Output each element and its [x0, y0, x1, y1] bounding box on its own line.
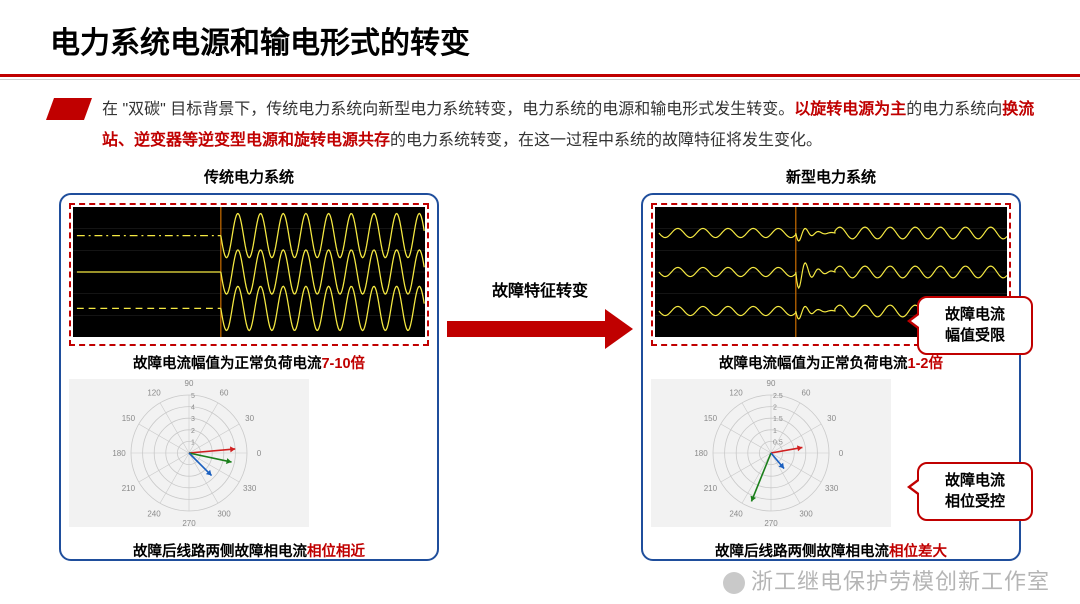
bullet-marker: [46, 98, 92, 120]
right-panel-wrap: 新型电力系统 故障电流幅值为正常负荷电流1-2倍 0.511.522.50306…: [641, 166, 1021, 561]
svg-text:2.5: 2.5: [773, 393, 783, 400]
svg-text:120: 120: [729, 389, 743, 398]
svg-text:330: 330: [825, 484, 839, 493]
left-caption2-red: 相位相近: [307, 544, 365, 560]
svg-text:0: 0: [257, 449, 262, 458]
transition-arrow-block: 故障特征转变: [447, 277, 633, 351]
svg-text:1.5: 1.5: [773, 417, 783, 424]
svg-text:180: 180: [694, 449, 708, 458]
left-panel-wrap: 传统电力系统 故障电流幅值为正常负荷电流7-10倍 1 2 3 4 5 0 30 60 90 12…: [59, 166, 439, 561]
svg-text:1: 1: [191, 440, 195, 447]
svg-text:180: 180: [112, 449, 126, 458]
right-caption-2: 故障后线路两侧故障相电流相位差大: [651, 540, 1011, 561]
svg-text:2: 2: [773, 405, 777, 412]
callout-phase: 故障电流相位受控: [917, 462, 1033, 521]
right-caption1-pre: 故障电流幅值为正常负荷电流: [719, 356, 908, 372]
svg-text:300: 300: [217, 510, 231, 519]
right-caption-1: 故障电流幅值为正常负荷电流1-2倍: [651, 352, 1011, 373]
svg-text:60: 60: [802, 389, 811, 398]
svg-text:240: 240: [147, 510, 161, 519]
watermark-text: 浙工继电保护劳模创新工作室: [751, 569, 1050, 594]
intro-seg3: 的电力系统转变，在这一过程中系统的故障特征将发生变化。: [390, 132, 822, 149]
svg-text:90: 90: [767, 379, 776, 388]
arrow-icon: [447, 307, 633, 351]
intro-seg2: 的电力系统向: [906, 101, 1002, 118]
intro-red1: 以旋转电源为主: [794, 101, 906, 118]
left-caption1-red: 7-10倍: [321, 356, 365, 372]
left-caption-2: 故障后线路两侧故障相电流相位相近: [69, 540, 429, 561]
intro-text: 在 "双碳" 目标背景下，传统电力系统向新型电力系统转变，电力系统的电源和输电形…: [102, 94, 1040, 156]
svg-text:300: 300: [799, 510, 813, 519]
left-waveform-box: [69, 203, 429, 346]
callout2-text: 故障电流相位受控: [945, 472, 1005, 509]
svg-text:60: 60: [220, 389, 229, 398]
svg-text:4: 4: [191, 405, 195, 412]
svg-text:210: 210: [704, 484, 718, 493]
svg-text:30: 30: [245, 414, 254, 423]
callout-tail-icon: [907, 312, 919, 330]
callout-amplitude: 故障电流幅值受限: [917, 296, 1033, 355]
callout1-text: 故障电流幅值受限: [945, 306, 1005, 343]
intro-seg1: 在 "双碳" 目标背景下，传统电力系统向新型电力系统转变，电力系统的电源和输电形…: [102, 101, 794, 118]
left-caption2-pre: 故障后线路两侧故障相电流: [133, 544, 307, 560]
svg-text:150: 150: [704, 414, 718, 423]
svg-text:240: 240: [729, 510, 743, 519]
right-caption2-red: 相位差大: [889, 544, 947, 560]
svg-text:270: 270: [182, 519, 196, 527]
right-caption2-pre: 故障后线路两侧故障相电流: [715, 544, 889, 560]
svg-text:30: 30: [827, 414, 836, 423]
title-underline-red: [0, 74, 1080, 77]
left-panel-title: 传统电力系统: [204, 166, 294, 187]
left-caption-1: 故障电流幅值为正常负荷电流7-10倍: [69, 352, 429, 373]
svg-text:90: 90: [185, 379, 194, 388]
right-polar-chart: 0.511.522.503060901201501802102402703003…: [651, 379, 891, 527]
svg-text:210: 210: [122, 484, 136, 493]
left-polar-chart: 1 2 3 4 5 0 30 60 90 120 150 180 210 240 270 300 330: [69, 379, 309, 527]
svg-text:3: 3: [191, 417, 195, 424]
left-caption1-pre: 故障电流幅值为正常负荷电流: [133, 356, 322, 372]
watermark: 浙工继电保护劳模创新工作室: [723, 564, 1050, 596]
svg-text:2: 2: [191, 428, 195, 435]
svg-text:120: 120: [147, 389, 161, 398]
svg-text:1: 1: [773, 428, 777, 435]
right-caption1-red: 1-2倍: [908, 356, 943, 372]
svg-text:5: 5: [191, 393, 195, 400]
right-panel-title: 新型电力系统: [786, 166, 876, 187]
svg-text:330: 330: [243, 484, 257, 493]
callout-tail-icon: [907, 478, 919, 496]
svg-text:150: 150: [122, 414, 136, 423]
left-waveform-chart: [73, 207, 425, 337]
intro-block: 在 "双碳" 目标背景下，传统电力系统向新型电力系统转变，电力系统的电源和输电形…: [0, 80, 1080, 166]
arrow-label: 故障特征转变: [492, 277, 588, 301]
svg-text:0: 0: [839, 449, 844, 458]
watermark-icon: [723, 572, 745, 594]
slide-title: 电力系统电源和输电形式的转变: [50, 18, 1080, 62]
svg-text:270: 270: [764, 519, 778, 527]
left-panel: 故障电流幅值为正常负荷电流7-10倍 1 2 3 4 5 0 30 60 90 120 150 180…: [59, 193, 439, 561]
